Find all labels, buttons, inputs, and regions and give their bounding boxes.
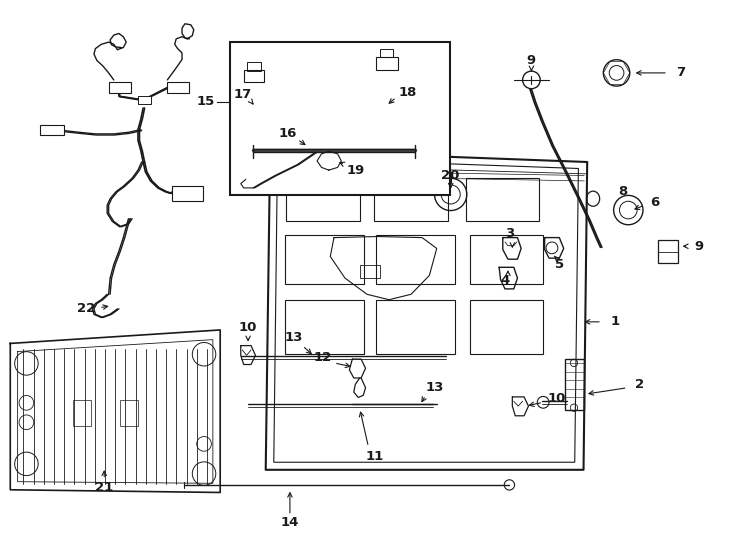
Bar: [470, 300, 543, 354]
Bar: [376, 300, 455, 354]
Bar: [376, 57, 398, 70]
Text: 10: 10: [239, 321, 258, 334]
Text: 7: 7: [677, 66, 686, 79]
Bar: [658, 240, 678, 263]
Bar: [285, 300, 364, 354]
Text: 20: 20: [441, 169, 460, 182]
Text: 9: 9: [694, 240, 703, 253]
Text: 18: 18: [399, 86, 418, 99]
Text: 9: 9: [527, 54, 536, 67]
Text: 16: 16: [278, 127, 297, 140]
Text: 17: 17: [233, 88, 251, 101]
Text: 19: 19: [346, 164, 364, 177]
Bar: [286, 178, 360, 221]
Text: 6: 6: [650, 196, 659, 209]
Text: 5: 5: [555, 258, 564, 271]
Text: 13: 13: [425, 381, 444, 394]
Bar: [470, 235, 543, 284]
Bar: [40, 125, 64, 135]
Bar: [565, 359, 584, 410]
Bar: [380, 49, 393, 57]
Bar: [285, 235, 364, 284]
Bar: [360, 265, 380, 278]
Bar: [172, 186, 203, 201]
Bar: [120, 400, 138, 426]
Bar: [230, 42, 450, 195]
Bar: [109, 82, 131, 93]
Text: 12: 12: [314, 351, 332, 364]
Bar: [466, 178, 539, 221]
Bar: [374, 178, 448, 221]
Text: 15: 15: [197, 95, 214, 108]
Text: 2: 2: [636, 378, 644, 391]
Text: 14: 14: [280, 516, 299, 529]
Bar: [376, 235, 455, 284]
Text: 21: 21: [95, 481, 113, 494]
Text: 1: 1: [611, 315, 619, 328]
Text: 8: 8: [618, 185, 627, 198]
Bar: [244, 70, 264, 82]
Text: 3: 3: [506, 227, 515, 240]
Text: 13: 13: [284, 331, 303, 344]
Bar: [138, 96, 151, 104]
Bar: [73, 400, 91, 426]
Text: 22: 22: [78, 302, 95, 315]
Text: 10: 10: [547, 392, 566, 405]
Text: 11: 11: [366, 450, 383, 463]
Bar: [247, 62, 261, 71]
Bar: [167, 82, 189, 93]
Text: 4: 4: [501, 274, 509, 287]
